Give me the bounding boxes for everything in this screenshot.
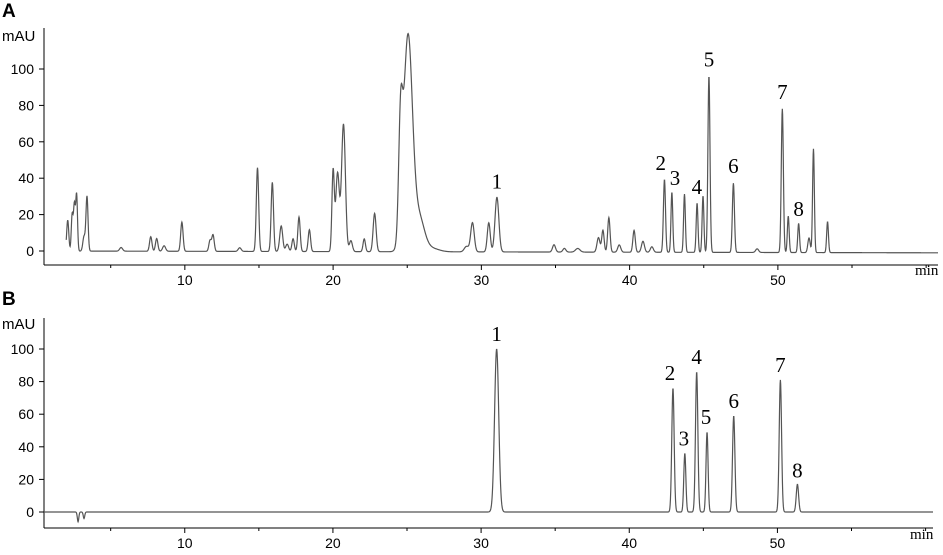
panel-b-y-tick-label: 80 [18, 374, 34, 390]
panel-a-x-tick-label: 10 [177, 272, 193, 288]
panel-b-x-tick-label: 20 [325, 535, 341, 551]
panel-a-peak-label-8: 8 [793, 197, 804, 221]
panel-b-x-tick-label: 10 [177, 535, 193, 551]
panel-a-peak-label-1: 1 [492, 169, 503, 193]
panel-b-peak-label-4: 4 [691, 345, 702, 369]
panel-a-peak-label-6: 6 [728, 154, 739, 178]
panel-b-x-tick-label: 30 [473, 535, 489, 551]
panel-a-y-tick-label: 40 [18, 170, 34, 186]
panel-b-y-tick-label: 0 [26, 504, 34, 520]
panel-a-y-tick-label: 0 [26, 243, 34, 259]
panel-b-peak-label-5: 5 [701, 405, 712, 429]
panel-b-x-unit: min [910, 527, 934, 543]
panel-a-y-tick-label: 100 [11, 61, 35, 77]
panel-b-letter: B [2, 289, 16, 310]
panel-b-y-tick-label: 40 [18, 439, 34, 455]
panel-b-peak-label-7: 7 [775, 353, 786, 377]
panel-a-chromatogram-trace [65, 32, 938, 254]
panel-a-peak-label-3: 3 [670, 166, 681, 190]
panel-a-peak-label-5: 5 [704, 47, 715, 71]
panel-b-plot: 0 20 40 60 80 100 10 20 30 40 50 1 2 3 4 56 7 8 [11, 318, 933, 551]
panel-b-peak-label-3: 3 [679, 426, 690, 450]
panel-a-peak-label-2: 2 [655, 151, 666, 175]
panel-a-x-tick-label: 50 [770, 272, 786, 288]
panel-b-peak-label-1: 1 [491, 322, 502, 346]
panel-b-x-tick-label: 40 [621, 535, 637, 551]
panel-a-peak-label-4: 4 [692, 175, 703, 199]
panel-a-y-tick-label: 80 [18, 97, 34, 113]
panel-a-letter: A [2, 1, 16, 22]
panel-a-plot: 0 20 40 60 80 100 10 20 30 40 50 1 23 4 5 6 7 8 [11, 28, 938, 288]
panel-b-chromatogram-trace [44, 348, 933, 524]
panel-a-y-unit: mAU [2, 28, 35, 45]
panel-a-x-tick-label: 20 [325, 272, 341, 288]
panel-b-peak-label-6: 6 [728, 389, 739, 413]
panel-a-x-unit: min [915, 263, 939, 279]
panel-a-x-tick-label: 40 [622, 272, 638, 288]
panel-b-y-tick-label: 20 [18, 471, 34, 487]
panel-a-y-tick-label: 60 [18, 134, 34, 150]
panel-b-y-tick-label: 100 [11, 341, 35, 357]
panel-b-x-tick-label: 50 [770, 535, 786, 551]
panel-a-peak-label-7: 7 [777, 80, 788, 104]
panel-b-peak-label-8: 8 [792, 458, 803, 482]
panel-a-x-tick-label: 30 [474, 272, 490, 288]
panel-b-peak-label-2: 2 [665, 361, 676, 385]
panel-b-y-unit: mAU [2, 316, 35, 333]
panel-a-y-tick-label: 20 [18, 207, 34, 223]
panel-b-y-tick-label: 60 [18, 406, 34, 422]
